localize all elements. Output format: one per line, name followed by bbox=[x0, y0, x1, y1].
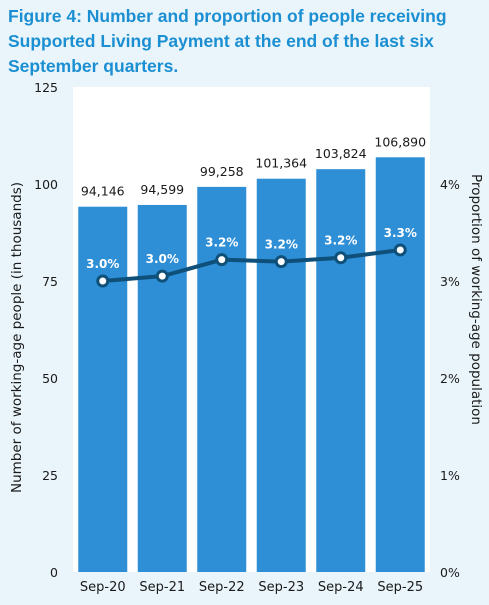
y-tick-label: 25 bbox=[42, 468, 58, 483]
line-series-group: 3.0% 3.0% 3.2% 3.2% 3.2% 3.3% bbox=[86, 226, 417, 288]
line-point bbox=[334, 251, 348, 265]
y-right-tick-label: 4% bbox=[440, 177, 460, 192]
y-tick-label: 100 bbox=[34, 177, 58, 192]
bar-value-label: 106,890 bbox=[374, 134, 426, 149]
bar bbox=[375, 157, 425, 573]
line-point bbox=[393, 243, 407, 257]
line-value-label: 3.0% bbox=[146, 252, 179, 266]
x-tick-label: Sep-21 bbox=[139, 580, 185, 595]
line-value-label: 3.2% bbox=[324, 234, 357, 248]
bar-value-label: 94,599 bbox=[140, 182, 184, 197]
line-point bbox=[96, 274, 110, 288]
bar bbox=[256, 178, 306, 572]
bar bbox=[197, 186, 247, 572]
y-axis-right-label: Proportion of working-age population bbox=[468, 174, 484, 425]
y-axis-label: Number of working-age people (in thousan… bbox=[9, 182, 25, 493]
line-value-label: 3.2% bbox=[205, 236, 238, 250]
y-tick-label: 125 bbox=[34, 80, 58, 95]
line-value-label: 3.3% bbox=[384, 226, 417, 240]
line-series bbox=[102, 247, 401, 283]
line-point bbox=[274, 255, 288, 269]
y-tick-label: 50 bbox=[42, 371, 58, 386]
y-right-tick-label: 2% bbox=[440, 371, 460, 386]
x-tick-label: Sep-25 bbox=[377, 580, 423, 595]
bar bbox=[316, 169, 366, 572]
bar bbox=[78, 206, 128, 573]
y-axis-left: 0 25 50 75 100 125 bbox=[34, 80, 58, 580]
y-right-tick-label: 1% bbox=[440, 468, 460, 483]
x-tick-label: Sep-20 bbox=[80, 580, 126, 595]
bar-value-label: 101,364 bbox=[255, 156, 307, 171]
x-tick-label: Sep-24 bbox=[318, 580, 364, 595]
x-tick-label: Sep-22 bbox=[199, 580, 245, 595]
y-right-tick-label: 3% bbox=[440, 274, 460, 289]
bar-value-label: 99,258 bbox=[200, 164, 244, 179]
line-point bbox=[215, 253, 229, 267]
line-point bbox=[155, 269, 169, 283]
figure-title: Figure 4: Number and proportion of peopl… bbox=[8, 6, 447, 76]
y-axis-right: 0% 1% 2% 3% 4% bbox=[440, 177, 460, 580]
line-value-label: 3.2% bbox=[265, 238, 298, 252]
bar-labels-group: 94,146 94,599 99,258 101,364 103,824 106,890 bbox=[81, 134, 426, 198]
bar bbox=[137, 204, 187, 573]
plot-area bbox=[73, 87, 430, 572]
x-axis: Sep-20 Sep-21 Sep-22 Sep-23 Sep-24 Sep-25 bbox=[80, 580, 423, 595]
bars-group bbox=[78, 157, 425, 573]
x-tick-label: Sep-23 bbox=[258, 580, 304, 595]
line-value-label: 3.0% bbox=[86, 257, 119, 271]
y-right-tick-label: 0% bbox=[440, 565, 460, 580]
bar-value-label: 94,146 bbox=[81, 184, 125, 199]
y-tick-label: 0 bbox=[50, 565, 58, 580]
y-tick-label: 75 bbox=[42, 274, 58, 289]
bar-value-label: 103,824 bbox=[315, 146, 367, 161]
